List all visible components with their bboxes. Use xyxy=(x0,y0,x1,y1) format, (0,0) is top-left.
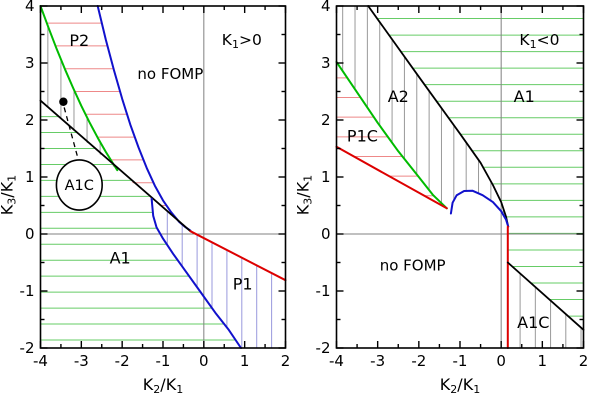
label-a1: A1 xyxy=(514,87,535,106)
a1c-callout-label: A1C xyxy=(65,178,94,194)
xtick-label: 2 xyxy=(579,352,589,370)
label-p1: P1 xyxy=(233,274,253,293)
curve-red-line xyxy=(335,145,448,210)
label-p1c: P1C xyxy=(347,127,378,146)
curve-blue-lower xyxy=(150,197,242,349)
ytick-label: -1 xyxy=(20,282,35,300)
ytick-label: -2 xyxy=(20,339,35,357)
a1c-point xyxy=(59,97,68,106)
xtick-label: -4 xyxy=(329,352,344,370)
curve-green-line xyxy=(335,60,448,210)
y-axis-label: K3/K1 xyxy=(0,175,19,215)
curve-black-bottom xyxy=(506,261,585,331)
xtick-label: 1 xyxy=(240,352,250,370)
ytick-label: 4 xyxy=(321,0,331,15)
curve-black-diagonal xyxy=(367,5,510,228)
xtick-label: -2 xyxy=(115,352,130,370)
xtick-label: 2 xyxy=(281,352,291,370)
xtick-label: -2 xyxy=(411,352,426,370)
x-axis-label: K2/K1 xyxy=(440,375,480,396)
ytick-label: -2 xyxy=(316,339,331,357)
xtick-label: -1 xyxy=(453,352,468,370)
label-k1-positive: K1>0 xyxy=(222,31,262,51)
ytick-label: 1 xyxy=(321,168,331,186)
curve-green-parabola xyxy=(39,5,119,172)
a1c-callout-ellipse xyxy=(55,159,103,211)
xtick-label: -4 xyxy=(33,352,48,370)
ytick-label: 4 xyxy=(25,0,35,15)
label-k1-negative: K1<0 xyxy=(519,31,559,51)
ticks xyxy=(335,5,585,349)
ytick-label: 2 xyxy=(25,111,35,129)
label-no-fomp: no FOMP xyxy=(380,256,446,274)
ytick-label: -1 xyxy=(316,282,331,300)
ytick-label: 1 xyxy=(25,168,35,186)
label-a1c: A1C xyxy=(517,313,549,332)
curve-blue-hook xyxy=(449,189,510,228)
x-axis-label: K2/K1 xyxy=(143,375,183,396)
y-axis-label: K3/K1 xyxy=(294,175,315,215)
xtick-label: 0 xyxy=(496,352,506,370)
label-p2: P2 xyxy=(69,31,89,50)
label-a2: A2 xyxy=(388,87,409,106)
curve-black-line xyxy=(39,99,192,233)
ticks xyxy=(39,5,287,349)
ytick-label: 3 xyxy=(321,54,331,72)
xtick-label: -3 xyxy=(370,352,385,370)
label-no-fomp: no FOMP xyxy=(137,65,203,83)
xtick-label: 1 xyxy=(538,352,548,370)
xtick-label: -3 xyxy=(74,352,89,370)
ytick-label: 0 xyxy=(321,225,331,243)
curve-red-line xyxy=(189,230,287,282)
ytick-label: 3 xyxy=(25,54,35,72)
xtick-label: -1 xyxy=(156,352,171,370)
ytick-label: 2 xyxy=(321,111,331,129)
xtick-label: 0 xyxy=(199,352,209,370)
label-a1: A1 xyxy=(110,249,131,268)
ytick-label: 0 xyxy=(25,225,35,243)
